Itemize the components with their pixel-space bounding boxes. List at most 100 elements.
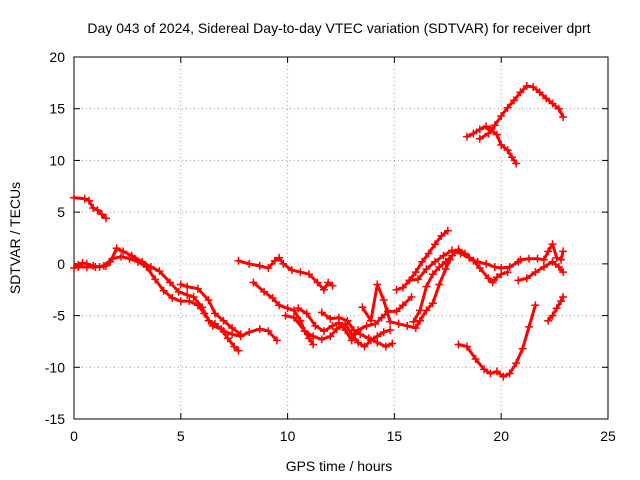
data-point	[249, 278, 258, 287]
data-point	[411, 268, 420, 277]
data-point	[482, 259, 491, 268]
data-point	[228, 324, 237, 332]
series-arc-d	[176, 280, 245, 339]
x-tick-label: 5	[177, 428, 185, 444]
data-point	[422, 282, 431, 291]
data-point	[275, 301, 284, 310]
data-point	[522, 274, 531, 283]
data-point	[82, 263, 91, 271]
data-point	[518, 344, 527, 353]
data-point	[245, 259, 254, 268]
series-line	[457, 303, 537, 379]
series-line	[465, 124, 518, 165]
data-point	[347, 336, 356, 345]
data-point	[362, 321, 371, 330]
data-point	[279, 259, 288, 268]
series-arc-m	[409, 245, 512, 326]
data-point	[255, 261, 264, 270]
data-point	[343, 316, 352, 325]
data-point	[559, 113, 568, 121]
data-point	[428, 270, 437, 279]
x-tick-label: 10	[280, 428, 296, 444]
data-point	[119, 247, 128, 256]
data-point	[475, 264, 484, 272]
data-point	[503, 268, 512, 277]
data-point	[522, 82, 531, 90]
data-point	[428, 299, 437, 308]
data-point	[78, 258, 87, 267]
data-point	[398, 283, 407, 292]
series-line	[237, 256, 334, 292]
data-point	[208, 321, 217, 330]
data-point	[388, 339, 397, 348]
data-point	[108, 254, 117, 263]
data-point	[91, 263, 100, 271]
data-point	[490, 263, 499, 271]
data-point	[480, 365, 489, 374]
data-point	[533, 254, 542, 263]
data-point	[437, 231, 446, 240]
series-arc-q	[516, 240, 568, 264]
data-point	[296, 268, 305, 277]
data-point	[373, 280, 382, 289]
data-point	[557, 255, 565, 264]
data-point	[356, 330, 365, 339]
series-arc-c	[74, 252, 243, 355]
plot-frame	[73, 56, 609, 420]
data-point	[332, 325, 341, 333]
series-line	[360, 258, 452, 330]
data-point	[386, 326, 395, 335]
data-point	[514, 276, 523, 285]
data-point	[364, 334, 373, 343]
data-point	[531, 301, 540, 310]
data-point	[552, 253, 561, 262]
data-point	[334, 313, 343, 322]
x-tick-label: 25	[600, 428, 616, 444]
data-point	[159, 286, 168, 295]
series-layer	[70, 82, 568, 381]
data-point	[193, 301, 202, 310]
data-point	[539, 263, 548, 271]
data-point	[409, 317, 418, 326]
y-axis: -15 -10 -5 0 5 10 15 20	[45, 49, 608, 427]
data-point	[441, 265, 450, 273]
data-point	[379, 296, 388, 305]
data-point	[290, 306, 298, 315]
series-line	[320, 311, 394, 349]
data-point	[176, 297, 185, 306]
data-point	[392, 307, 401, 316]
data-point	[435, 280, 444, 289]
series-arc-o	[475, 82, 568, 143]
data-point	[294, 304, 303, 313]
series-line	[296, 295, 413, 342]
data-point	[255, 325, 264, 333]
data-point	[439, 251, 448, 260]
data-point	[499, 372, 508, 381]
data-point	[542, 94, 551, 103]
data-point	[484, 129, 493, 138]
data-point	[281, 311, 290, 320]
data-point	[469, 129, 478, 138]
data-point	[193, 284, 202, 293]
data-point	[422, 265, 431, 273]
data-point	[99, 261, 108, 270]
data-point	[441, 257, 450, 266]
data-point	[102, 214, 110, 223]
data-point	[559, 268, 568, 277]
data-point	[486, 369, 495, 378]
data-point	[236, 330, 245, 339]
data-point	[510, 96, 518, 105]
data-point	[89, 204, 98, 212]
data-point	[492, 130, 501, 139]
x-tick-label: 15	[387, 428, 403, 444]
data-point	[166, 278, 175, 287]
data-point	[373, 338, 382, 347]
x-tick-label: 0	[70, 428, 78, 444]
data-point	[507, 153, 516, 162]
data-point	[492, 273, 501, 282]
x-axis-label: GPS time / hours	[286, 458, 393, 474]
data-point	[377, 313, 386, 322]
data-point	[319, 327, 328, 336]
data-point	[264, 327, 273, 336]
data-point	[117, 252, 125, 261]
